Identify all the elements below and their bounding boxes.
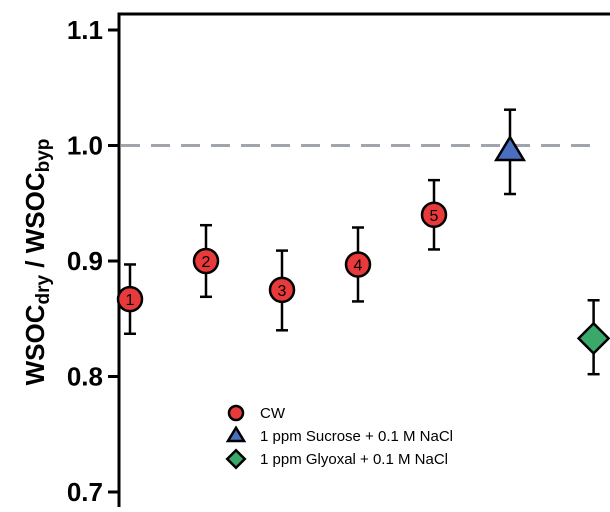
legend-entry: 1 ppm Glyoxal + 0.1 M NaCl (225, 448, 448, 470)
data-point: 4 (344, 226, 372, 303)
circle-marker (192, 247, 220, 275)
circle-marker (420, 201, 448, 229)
y-axis-title: WSOCdry / WSOCbyp (20, 139, 54, 386)
triangle-marker (493, 134, 527, 162)
legend-diamond-marker (225, 448, 247, 470)
data-point (576, 299, 610, 376)
data-point (493, 108, 527, 196)
point-label: 3 (278, 283, 287, 300)
point-label: 2 (202, 254, 211, 271)
diamond-marker (576, 321, 610, 356)
legend-circle-marker (227, 404, 245, 422)
data-point: 5 (420, 178, 448, 251)
circle-marker (268, 276, 296, 304)
marks-layer: 1 2 3 4 5 (116, 108, 610, 376)
y-tick-label: 0.9 (67, 246, 103, 276)
y-tick-label: 1.0 (67, 131, 103, 161)
legend: CW 1 ppm Sucrose + 0.1 M NaCl 1 ppm Glyoxa… (225, 404, 453, 470)
y-axis-title-sub-1: dry (33, 275, 54, 305)
axes-layer: 0.7 0.8 0.9 1.0 1.1 (67, 12, 610, 507)
y-tick-label: 0.8 (67, 362, 103, 392)
y-axis-title-sub-2: byp (33, 139, 54, 173)
legend-entry: CW (227, 404, 286, 422)
legend-entry: 1 ppm Sucrose + 0.1 M NaCl (225, 425, 453, 445)
legend-label: CW (260, 405, 286, 422)
y-axis-title-main-2: WSOC (20, 172, 50, 253)
point-label: 4 (354, 257, 363, 274)
y-axis-title-main-1: WSOC (20, 304, 50, 385)
y-tick-label: 1.1 (67, 15, 103, 45)
y-tick-label: 0.7 (67, 477, 103, 507)
circle-marker (344, 251, 372, 278)
data-point: 2 (192, 223, 220, 299)
legend-label: 1 ppm Sucrose + 0.1 M NaCl (260, 428, 453, 445)
data-point: 3 (268, 249, 296, 332)
data-point: 1 (116, 263, 144, 336)
point-label: 5 (430, 208, 439, 225)
circle-marker (116, 285, 144, 313)
point-label: 1 (126, 292, 135, 309)
legend-label: 1 ppm Glyoxal + 0.1 M NaCl (260, 451, 448, 468)
legend-triangle-marker (225, 425, 247, 443)
y-axis-title-separator: / (20, 253, 50, 275)
